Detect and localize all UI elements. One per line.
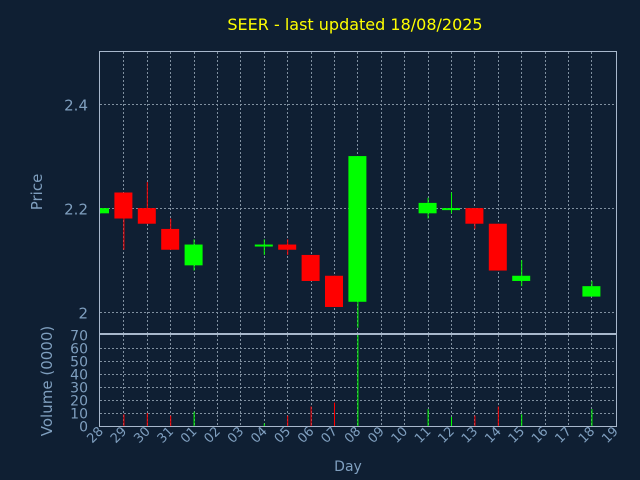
volume-tick-label: 70 <box>70 329 88 345</box>
x-tick-label: 18 <box>576 424 598 446</box>
x-tick-label: 05 <box>272 424 294 446</box>
x-axis-ticks: 28 29 30 31 01 02 03 04 05 06 07 08 09 10 11 12 13 14 15 16… <box>85 424 622 446</box>
candle-body <box>442 208 460 211</box>
volume-tick-label: 60 <box>70 342 88 358</box>
x-tick-label: 29 <box>108 424 130 446</box>
candle-body <box>488 223 507 271</box>
x-tick-label: 06 <box>295 424 317 446</box>
candles <box>100 156 601 328</box>
volume-tick-label: 30 <box>70 381 88 397</box>
candle-body <box>512 275 531 281</box>
x-tick-label: 10 <box>389 424 411 446</box>
volume-plot-frame <box>99 334 617 427</box>
candle-body <box>418 202 437 214</box>
x-tick-label: 17 <box>553 424 575 446</box>
x-tick-label: 16 <box>529 424 551 446</box>
price-axis-ticks: 2 2.2 2.4 <box>64 97 88 323</box>
candle-body <box>184 244 203 266</box>
price-tick-label: 2 <box>78 305 88 323</box>
candle-body <box>254 244 273 247</box>
x-tick-label: 19 <box>599 424 621 446</box>
price-tick-label: 2.2 <box>64 201 88 219</box>
candle-body <box>100 208 109 214</box>
price-grid <box>100 52 616 333</box>
x-axis-label: Day <box>334 459 362 475</box>
x-tick-label: 02 <box>202 424 224 446</box>
x-tick-label: 01 <box>178 424 200 446</box>
candle-body <box>137 208 156 224</box>
x-tick-label: 30 <box>131 424 153 446</box>
price-axis-label: Price <box>28 174 46 211</box>
price-plot-frame <box>99 51 617 334</box>
x-tick-label: 31 <box>155 424 177 446</box>
price-tick-label: 2.4 <box>64 97 88 115</box>
x-tick-label: 08 <box>342 424 364 446</box>
volume-axis-label: Volume (0000) <box>38 326 56 436</box>
volume-tick-label: 20 <box>70 394 88 410</box>
x-tick-label: 04 <box>248 424 270 446</box>
x-tick-label: 15 <box>506 424 528 446</box>
x-tick-label: 07 <box>319 424 341 446</box>
x-tick-label: 11 <box>412 424 434 446</box>
volume-tick-label: 40 <box>70 368 88 384</box>
candle-body <box>278 244 297 250</box>
candle-body <box>325 275 343 307</box>
candle-body <box>114 192 133 219</box>
x-tick-label: 14 <box>482 424 504 446</box>
x-tick-label: 03 <box>225 424 247 446</box>
candle-body <box>301 254 320 281</box>
x-tick-label: 12 <box>436 424 458 446</box>
chart-title: SEER - last updated 18/08/2025 <box>227 15 482 34</box>
candle-body <box>161 228 180 250</box>
candle-body <box>348 156 367 302</box>
candle-body <box>582 286 601 297</box>
x-tick-label: 13 <box>459 424 481 446</box>
volume-tick-label: 0 <box>79 420 88 436</box>
candle-body <box>465 208 484 224</box>
volume-tick-label: 10 <box>70 407 88 423</box>
volume-bars <box>123 335 593 426</box>
volume-tick-label: 50 <box>70 355 88 371</box>
x-tick-label: 09 <box>365 424 387 446</box>
